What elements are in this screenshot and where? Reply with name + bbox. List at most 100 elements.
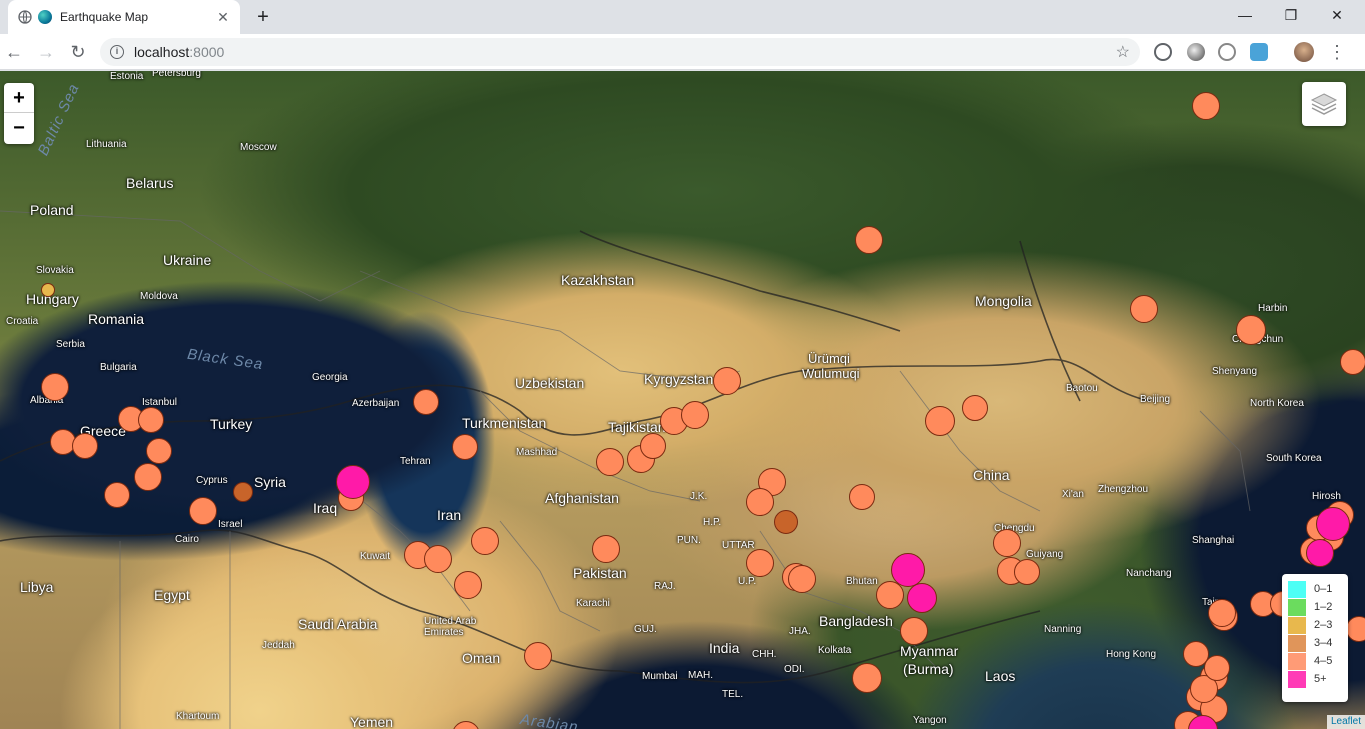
quake-marker[interactable] bbox=[134, 463, 162, 491]
legend-label: 3–4 bbox=[1314, 637, 1333, 649]
quake-marker[interactable] bbox=[189, 497, 217, 525]
quake-marker[interactable] bbox=[1130, 295, 1158, 323]
quake-marker[interactable] bbox=[592, 535, 620, 563]
quake-marker[interactable] bbox=[962, 395, 988, 421]
quake-marker[interactable] bbox=[471, 527, 499, 555]
zoom-in-button[interactable]: + bbox=[4, 83, 34, 113]
label-up: U.P. bbox=[738, 576, 757, 587]
legend-row: 1–2 bbox=[1288, 598, 1342, 616]
legend-swatch bbox=[1288, 670, 1306, 688]
quake-marker[interactable] bbox=[876, 581, 904, 609]
quake-marker[interactable] bbox=[1236, 315, 1266, 345]
quake-marker[interactable] bbox=[1306, 539, 1334, 567]
globe-icon bbox=[18, 10, 32, 24]
quake-marker[interactable] bbox=[146, 438, 172, 464]
quake-marker[interactable] bbox=[907, 583, 937, 613]
quake-marker[interactable] bbox=[454, 571, 482, 599]
url-host: localhost bbox=[134, 44, 190, 60]
quake-marker[interactable] bbox=[900, 617, 928, 645]
label-china: China bbox=[973, 467, 1010, 483]
label-tehran: Tehran bbox=[400, 456, 431, 467]
minimize-button[interactable]: — bbox=[1238, 7, 1252, 23]
label-laos: Laos bbox=[985, 668, 1016, 684]
quake-marker[interactable] bbox=[424, 545, 452, 573]
quake-marker[interactable] bbox=[640, 433, 666, 459]
label-iraq: Iraq bbox=[313, 500, 338, 516]
quake-marker[interactable] bbox=[1190, 675, 1218, 703]
quake-marker[interactable] bbox=[72, 433, 98, 459]
tab-close-button[interactable]: ✕ bbox=[217, 9, 229, 25]
layers-control-button[interactable] bbox=[1302, 82, 1346, 126]
reload-icon[interactable]: ↻ bbox=[70, 42, 86, 62]
quake-marker[interactable] bbox=[993, 529, 1021, 557]
quake-marker[interactable] bbox=[138, 407, 164, 433]
legend-label: 2–3 bbox=[1314, 619, 1333, 631]
quake-marker[interactable] bbox=[774, 510, 798, 534]
label-tajikistan: Tajikistan bbox=[608, 419, 666, 435]
menu-kebab-icon[interactable]: ⋮ bbox=[1328, 42, 1346, 62]
new-tab-button[interactable]: + bbox=[257, 6, 269, 28]
quake-marker[interactable] bbox=[1204, 655, 1230, 681]
tab-earthquake-map[interactable]: Earthquake Map ✕ bbox=[8, 0, 240, 34]
label-romania: Romania bbox=[88, 311, 145, 327]
quake-marker[interactable] bbox=[925, 406, 955, 436]
quake-marker[interactable] bbox=[524, 642, 552, 670]
maximize-button[interactable]: ❐ bbox=[1284, 7, 1298, 23]
quake-marker[interactable] bbox=[1346, 616, 1365, 642]
label-shenyang: Shenyang bbox=[1212, 366, 1258, 377]
quake-marker[interactable] bbox=[855, 226, 883, 254]
quake-marker[interactable] bbox=[104, 482, 130, 508]
label-shanghai: Shanghai bbox=[1192, 535, 1235, 546]
quake-marker[interactable] bbox=[746, 549, 774, 577]
leaflet-attribution-link[interactable]: Leaflet bbox=[1326, 715, 1365, 729]
quake-marker[interactable] bbox=[1192, 92, 1220, 120]
quake-marker[interactable] bbox=[788, 565, 816, 593]
quake-marker[interactable] bbox=[1340, 349, 1365, 375]
label-mashhad: Mashhad bbox=[516, 447, 558, 458]
label-baotou: Baotou bbox=[1066, 383, 1098, 394]
quake-marker[interactable] bbox=[891, 553, 925, 587]
quake-marker[interactable] bbox=[681, 401, 709, 429]
quake-marker[interactable] bbox=[413, 389, 439, 415]
quake-marker[interactable] bbox=[452, 434, 478, 460]
label-oman: Oman bbox=[462, 650, 501, 666]
quake-marker[interactable] bbox=[233, 482, 253, 502]
quake-marker[interactable] bbox=[1316, 507, 1350, 541]
label-jk: J.K. bbox=[690, 491, 708, 502]
quake-marker[interactable] bbox=[746, 488, 774, 516]
quake-marker[interactable] bbox=[1208, 599, 1236, 627]
extension-3-icon[interactable] bbox=[1218, 43, 1236, 61]
label-hp: H.P. bbox=[703, 517, 722, 528]
quake-marker[interactable] bbox=[1014, 559, 1040, 585]
map-container[interactable]: Estonia Petersburg Lithuania Moscow Bela… bbox=[0, 71, 1365, 729]
forward-arrow-icon[interactable]: → bbox=[37, 42, 55, 62]
zoom-out-button[interactable]: − bbox=[13, 117, 25, 139]
quake-marker[interactable] bbox=[852, 663, 882, 693]
magnitude-legend: 0–1 1–2 2–3 3–4 4–5 5+ bbox=[1282, 574, 1348, 702]
quake-marker[interactable] bbox=[336, 465, 370, 499]
label-nanning: Nanning bbox=[1044, 624, 1082, 635]
extension-1-icon[interactable] bbox=[1154, 43, 1172, 61]
quake-marker[interactable] bbox=[849, 484, 875, 510]
url-text[interactable]: localhost:8000 bbox=[134, 44, 224, 60]
label-south-korea: South Korea bbox=[1266, 453, 1322, 464]
label-wulumuqi: Wulumuqi bbox=[802, 366, 860, 381]
avatar[interactable] bbox=[1294, 42, 1314, 62]
label-israel: Israel bbox=[218, 519, 243, 530]
extension-4-icon[interactable] bbox=[1250, 43, 1268, 61]
quake-marker[interactable] bbox=[596, 448, 624, 476]
bookmark-star-icon[interactable]: ☆ bbox=[1115, 44, 1130, 61]
label-north-korea: North Korea bbox=[1250, 398, 1304, 409]
back-arrow-icon[interactable]: ← bbox=[5, 42, 23, 62]
quake-marker[interactable] bbox=[713, 367, 741, 395]
label-turkmenistan: Turkmenistan bbox=[462, 415, 547, 431]
extension-2-icon[interactable] bbox=[1187, 43, 1205, 61]
quake-marker[interactable] bbox=[41, 283, 55, 297]
info-icon[interactable]: i bbox=[110, 45, 124, 59]
quake-marker[interactable] bbox=[41, 373, 69, 401]
label-kazakhstan: Kazakhstan bbox=[561, 272, 635, 288]
label-albania: Albania bbox=[30, 395, 64, 406]
window-close-button[interactable]: ✕ bbox=[1331, 7, 1343, 23]
address-bar[interactable]: i localhost:8000 ☆ bbox=[100, 38, 1140, 66]
label-guj: GUJ. bbox=[634, 624, 657, 635]
